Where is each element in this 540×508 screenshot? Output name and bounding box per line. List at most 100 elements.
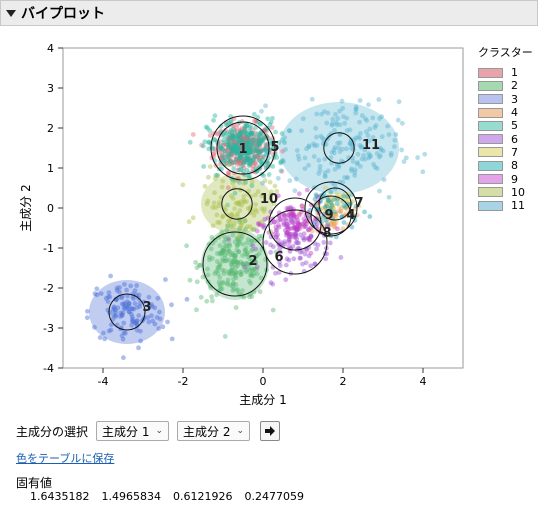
data-point <box>245 156 251 162</box>
data-point <box>246 163 252 169</box>
data-point <box>251 158 256 164</box>
data-point <box>237 127 243 133</box>
data-point <box>217 261 223 267</box>
legend-item[interactable]: 11 <box>478 199 533 212</box>
data-point <box>329 149 335 155</box>
go-arrow-button[interactable] <box>260 421 281 441</box>
data-point <box>250 166 256 172</box>
data-point <box>235 259 241 265</box>
data-point <box>276 270 282 275</box>
data-point <box>235 211 240 217</box>
legend-item[interactable]: 5 <box>478 119 533 132</box>
data-point <box>254 140 259 146</box>
data-point <box>149 302 154 307</box>
data-point <box>367 153 373 158</box>
collapse-triangle-icon[interactable] <box>6 9 16 17</box>
data-point <box>244 146 250 152</box>
data-point <box>323 256 329 262</box>
data-point <box>237 128 243 134</box>
data-point <box>230 251 236 256</box>
data-point <box>283 277 289 283</box>
legend-swatch <box>478 67 503 78</box>
data-point <box>231 145 237 151</box>
data-point <box>258 121 264 127</box>
data-point <box>244 199 249 205</box>
legend-item[interactable]: 8 <box>478 159 533 172</box>
data-point <box>328 214 334 219</box>
data-point <box>129 306 135 312</box>
data-point <box>228 151 234 157</box>
legend-item[interactable]: 2 <box>478 79 533 92</box>
data-point <box>134 318 139 324</box>
legend-item[interactable]: 9 <box>478 172 533 186</box>
data-point <box>297 255 303 261</box>
data-point <box>230 280 236 286</box>
data-point <box>235 261 241 266</box>
data-point <box>308 234 314 239</box>
report-header[interactable]: バイプロット <box>0 0 538 26</box>
data-point <box>362 116 368 122</box>
data-point <box>240 163 246 169</box>
data-point <box>328 212 334 217</box>
data-point <box>286 234 292 240</box>
data-point <box>307 226 313 232</box>
data-point <box>256 157 262 162</box>
data-point <box>292 225 298 231</box>
data-point <box>105 299 111 304</box>
data-point <box>260 180 265 186</box>
data-point <box>206 146 212 152</box>
data-point <box>246 265 252 271</box>
data-point <box>231 138 237 144</box>
legend-item[interactable]: 4 <box>478 106 533 119</box>
data-point <box>200 274 206 280</box>
pc-select-label: 主成分の選択 <box>16 424 89 439</box>
data-point <box>244 156 250 161</box>
data-point <box>226 237 232 243</box>
data-point <box>332 166 338 172</box>
data-point <box>214 259 220 264</box>
data-point <box>234 136 240 142</box>
data-point <box>235 132 241 138</box>
data-point <box>205 266 210 272</box>
y-pc-dropdown[interactable]: 主成分 2 ⌄ <box>177 421 251 441</box>
data-point <box>256 233 262 239</box>
data-point <box>294 240 300 246</box>
y-axis-label: 主成分 2 <box>19 184 33 231</box>
data-point <box>243 125 248 131</box>
data-point <box>283 232 289 238</box>
save-colors-link[interactable]: 色をテーブルに保存 <box>16 452 115 465</box>
data-point <box>259 161 265 167</box>
cluster-label: 8 <box>322 226 331 241</box>
data-point <box>333 213 339 219</box>
data-point <box>253 154 259 160</box>
data-point <box>217 283 223 289</box>
data-point <box>254 154 260 160</box>
data-point <box>275 237 281 243</box>
legend-item[interactable]: 6 <box>478 132 533 146</box>
data-point <box>308 263 314 269</box>
x-pc-dropdown[interactable]: 主成分 1 ⌄ <box>96 421 170 441</box>
data-point <box>341 203 347 208</box>
data-point <box>327 132 332 138</box>
pc-selection-row: 主成分の選択 主成分 1 ⌄ 主成分 2 ⌄ <box>16 421 281 441</box>
data-point <box>234 146 240 152</box>
data-point <box>276 210 282 216</box>
data-point <box>256 158 262 164</box>
data-point <box>268 242 273 248</box>
data-point <box>245 139 251 145</box>
legend-item[interactable]: 1 <box>478 66 533 79</box>
data-point <box>113 309 119 315</box>
legend-item[interactable]: 3 <box>478 93 533 106</box>
y-tick-label: -4 <box>43 362 54 375</box>
data-point <box>244 250 250 256</box>
data-point <box>227 152 232 158</box>
data-point <box>280 148 286 154</box>
data-point <box>239 138 245 144</box>
cluster-ellipse-11 <box>279 102 399 194</box>
legend-item[interactable]: 7 <box>478 146 533 159</box>
data-point <box>352 206 358 212</box>
data-point <box>244 122 250 128</box>
data-point <box>302 251 308 257</box>
legend-item[interactable]: 10 <box>478 186 533 199</box>
